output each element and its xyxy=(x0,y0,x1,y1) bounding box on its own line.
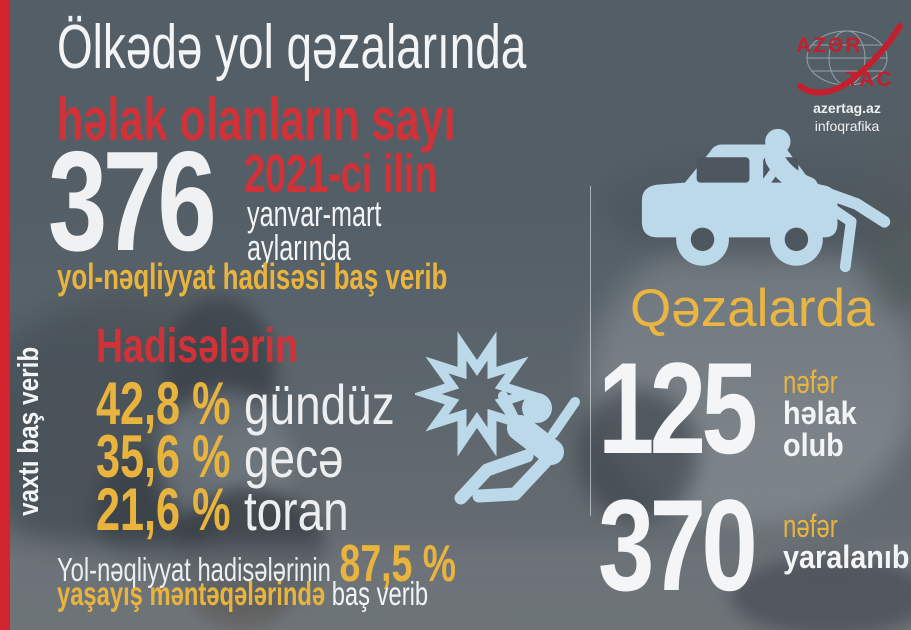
logo-swoosh xyxy=(797,23,903,96)
azertac-globe-icon: AZƏR TAC xyxy=(796,23,903,96)
car-pedestrian-accident-icon xyxy=(641,128,891,273)
percent-label: gecə xyxy=(244,426,344,489)
logo-text-bottom: TAC xyxy=(846,68,894,91)
deaths-label-line2: olub xyxy=(783,427,844,463)
injured-unit: nəfər xyxy=(783,508,838,544)
location-note-prefix: Yol-nəqliyyat hadisələrinin xyxy=(57,551,331,588)
car-window-rear xyxy=(696,157,750,183)
year-label: 2021-ci ilin xyxy=(244,144,438,204)
time-row-twilight: 21,6 % toran xyxy=(96,480,372,540)
location-note-line2: yaşayış məntəqələrində baş verib xyxy=(57,577,572,610)
total-accidents-value: 376 xyxy=(48,122,217,281)
page-title-text: Ölkədə yol qəzalarında xyxy=(57,13,527,82)
burst-star xyxy=(415,331,542,457)
percent-label: gündüz xyxy=(244,373,395,436)
percent-value: 21,6 % xyxy=(96,476,231,543)
left-accent-stripe xyxy=(0,0,10,630)
car-wheel-front-hub xyxy=(784,227,809,252)
azertac-logo: AZƏR TAC azertag.az infoqrafika xyxy=(786,20,908,135)
falling-person xyxy=(454,391,580,505)
total-accidents-caption: yol-nəqliyyat hadisəsi baş verib xyxy=(57,256,448,297)
injured-value: 370 xyxy=(598,472,758,618)
location-note-line1: Yol-nəqliyyat hadisələrinin 87,5 % xyxy=(57,538,611,590)
period-line1: yanvar-mart xyxy=(247,193,382,234)
time-row-night: 35,6 % gecə xyxy=(96,427,365,487)
logo-text-top: AZƏR xyxy=(796,34,862,57)
logo-site-text: azertag.az xyxy=(813,100,881,116)
location-note-suffix: baş verib xyxy=(331,575,429,612)
logo-tagline-text: infoqrafika xyxy=(814,117,880,134)
car-wheel-rear-hub xyxy=(690,227,715,252)
percent-label: toran xyxy=(244,479,349,542)
deaths-value: 125 xyxy=(598,335,758,481)
page-subtitle-text: həlak olanların sayı xyxy=(57,86,456,153)
injured-label-line1: yaralanıb xyxy=(783,539,910,575)
period-line2: aylarında xyxy=(247,227,351,268)
pedestrian-figure xyxy=(754,128,891,273)
time-row-daytime: 42,8 % gündüz xyxy=(96,374,428,434)
casualties-heading: Qəzalarda xyxy=(630,279,875,338)
page-subtitle: həlak olanların sayı xyxy=(57,90,611,150)
location-note-highlight: yaşayış məntəqələrində xyxy=(57,575,326,612)
time-vertical-label: vaxtı baş verib xyxy=(13,346,45,516)
time-heading: Hadisələrin xyxy=(96,320,298,373)
page-title: Ölkədə yol qəzalarında xyxy=(57,17,691,79)
vertical-divider-line xyxy=(590,186,591,516)
deaths-unit: nəfər xyxy=(783,364,838,400)
deaths-label-line1: həlak xyxy=(783,395,857,431)
crash-burst-icon xyxy=(415,331,580,505)
location-note-percent: 87,5 % xyxy=(339,535,457,593)
